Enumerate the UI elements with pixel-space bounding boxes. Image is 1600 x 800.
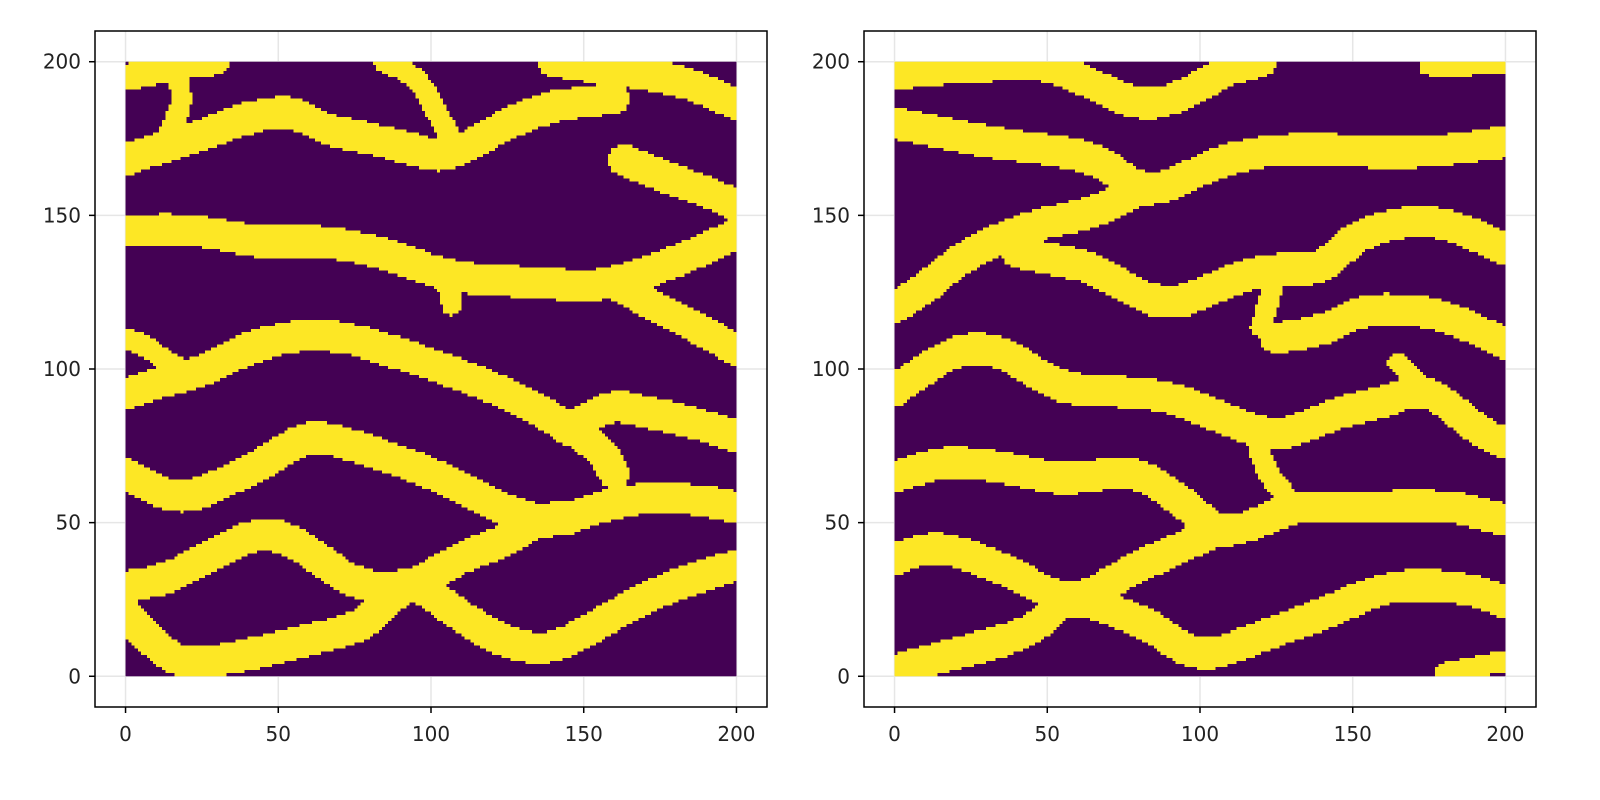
y-tick-label: 0 [837,664,850,688]
x-tick-label: 150 [565,722,603,746]
y-tick-label: 50 [825,511,850,535]
x-tick-label: 50 [1035,722,1060,746]
heatmap-panel-right: 0 50 100 150 200 0 50 100 150 200 [812,30,1537,746]
heatmap-image [125,61,737,677]
x-tick-label: 150 [1334,722,1372,746]
heatmap-panel-left: 0 50 100 150 200 0 50 100 150 200 [43,30,768,746]
y-tick-label: 200 [812,50,850,74]
x-tick-label: 100 [412,722,450,746]
x-tick-label: 0 [119,722,132,746]
x-tick-label: 50 [266,722,291,746]
y-tick-label: 0 [68,664,81,688]
y-tick-label: 50 [56,511,81,535]
x-tick-label: 100 [1181,722,1219,746]
x-tick-label: 200 [717,722,755,746]
y-tick-label: 200 [43,50,81,74]
x-tick-label: 200 [1486,722,1524,746]
y-tick-label: 150 [812,203,850,227]
heatmap-image [894,61,1506,677]
y-tick-label: 100 [43,357,81,381]
x-tick-label: 0 [888,722,901,746]
y-tick-label: 100 [812,357,850,381]
y-tick-label: 150 [43,203,81,227]
